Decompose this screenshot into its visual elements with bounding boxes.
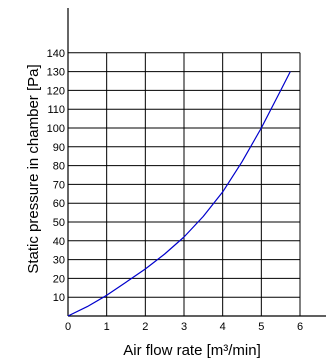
x-tick-label-2: 2 (142, 321, 148, 333)
y-tick-label-120: 120 (47, 85, 65, 97)
x-tick-label-5: 5 (258, 321, 264, 333)
y-tick-label-130: 130 (47, 67, 65, 79)
y-tick-label-110: 110 (47, 104, 65, 116)
y-tick-label-20: 20 (53, 273, 65, 285)
y-tick-label-80: 80 (53, 161, 65, 173)
y-axis-label: Static pressure in chamber [Pa] (25, 64, 42, 273)
x-axis-label: Air flow rate [m³/min] (123, 342, 261, 359)
axes (67, 8, 326, 317)
x-tick-label-3: 3 (181, 321, 187, 333)
tick-labels: 10 20 30 40 50 60 70 80 90 100 110 120 130 140 0 1 2 3 4 5 6 (47, 48, 303, 333)
y-tick-label-40: 40 (53, 236, 65, 248)
y-tick-label-30: 30 (53, 255, 65, 267)
y-tick-label-10: 10 (53, 292, 65, 304)
y-tick-label-100: 100 (47, 123, 65, 135)
grid (68, 52, 301, 316)
series-line-0 (67, 71, 291, 317)
x-tick-label-0: 0 (65, 321, 71, 333)
x-tick-label-6: 6 (297, 321, 303, 333)
y-tick-label-90: 90 (53, 142, 65, 154)
y-tick-label-70: 70 (53, 179, 65, 191)
x-tick-label-1: 1 (104, 321, 110, 333)
series (67, 71, 291, 317)
y-tick-label-60: 60 (53, 198, 65, 210)
y-tick-label-50: 50 (53, 217, 65, 229)
x-tick-label-4: 4 (220, 321, 226, 333)
y-tick-label-140: 140 (47, 48, 65, 60)
